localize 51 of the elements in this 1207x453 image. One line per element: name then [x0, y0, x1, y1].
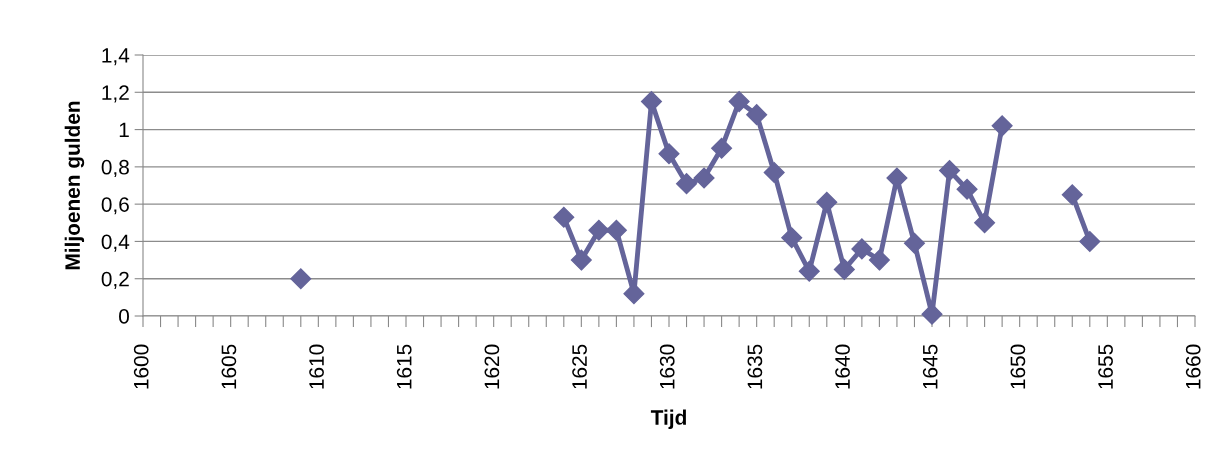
y-tick-label: 0,4 — [101, 234, 130, 252]
x-tick-label: 1610 — [309, 344, 324, 389]
point — [939, 160, 961, 182]
x-tick-label: 1655 — [1098, 344, 1113, 389]
y-tick-label: 0,6 — [101, 197, 129, 215]
point — [588, 219, 610, 241]
point — [658, 143, 680, 165]
point — [868, 249, 890, 271]
point — [711, 137, 733, 159]
x-tick-label: 1640 — [835, 344, 850, 389]
x-tick-label: 1625 — [572, 344, 587, 389]
x-tick-label: 1650 — [1010, 344, 1026, 389]
y-tick-label: 0,8 — [101, 159, 129, 178]
point — [640, 91, 662, 113]
x-axis-title: Tijd — [650, 409, 686, 429]
x-tick-label: 1630 — [659, 344, 675, 389]
point — [290, 268, 312, 290]
point — [693, 167, 715, 189]
y-axis-title: Miljoenen gulden — [64, 101, 85, 270]
y-tick-label: 0 — [119, 309, 129, 324]
point — [746, 104, 768, 126]
x-tick-label: 1635 — [747, 344, 763, 389]
point — [921, 303, 943, 325]
point — [1079, 230, 1101, 252]
point — [816, 191, 838, 213]
point — [974, 212, 996, 234]
point — [851, 238, 873, 260]
point — [728, 91, 750, 113]
point — [956, 178, 978, 200]
y-tick-label: 1 — [119, 122, 129, 138]
point — [623, 283, 645, 305]
point — [676, 173, 698, 195]
x-tick-label: 1605 — [221, 344, 237, 389]
point — [903, 232, 925, 254]
point — [605, 219, 627, 241]
x-tick-label: 1660 — [1185, 344, 1201, 389]
y-tick-label: 0,2 — [101, 271, 129, 289]
x-tick-label: 1645 — [922, 344, 938, 389]
point — [570, 249, 592, 271]
y-tick-label: 1,4 — [102, 48, 130, 66]
point — [553, 206, 575, 228]
point — [833, 258, 855, 280]
x-tick-label: 1600 — [133, 344, 149, 389]
point — [763, 161, 785, 183]
y-tick-label: 1,2 — [102, 85, 129, 103]
point — [991, 115, 1013, 137]
x-tick-label: 1620 — [484, 344, 500, 389]
point — [798, 260, 820, 282]
x-tick-label: 1615 — [396, 344, 412, 389]
point — [781, 227, 803, 249]
point — [1061, 184, 1083, 206]
